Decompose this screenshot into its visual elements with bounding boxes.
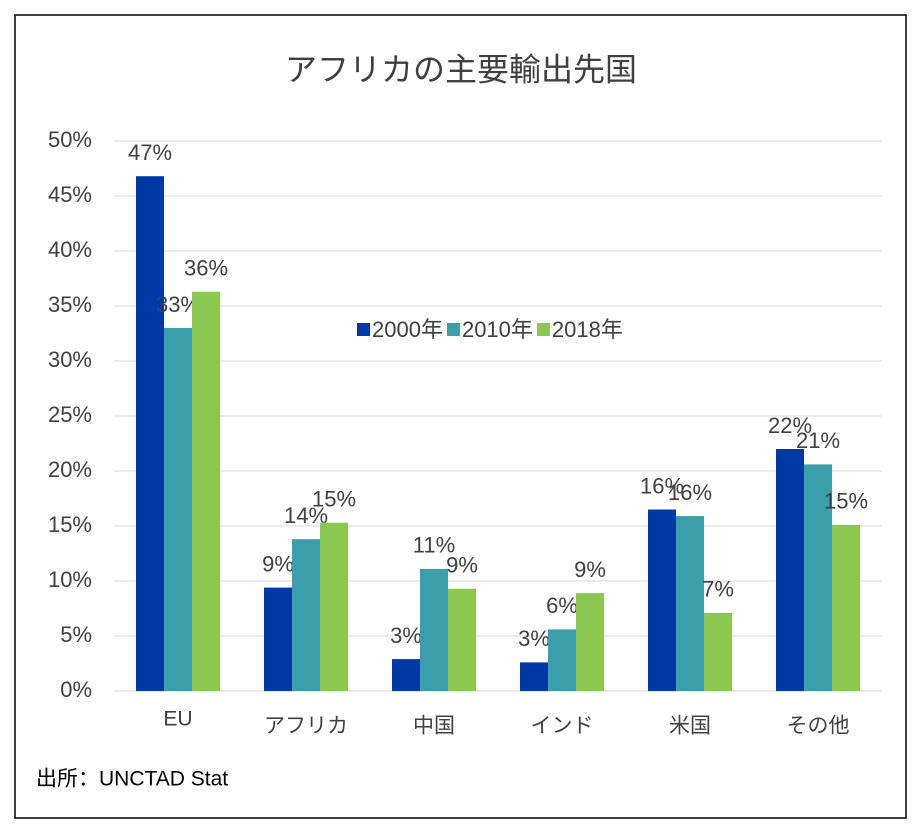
bar: [320, 522, 348, 691]
y-tick-label: 20%: [48, 457, 92, 482]
bar: [548, 629, 576, 691]
bar: [164, 328, 192, 691]
x-tick-label: EU: [163, 708, 192, 731]
legend-swatch: [446, 323, 460, 336]
y-tick-label: 40%: [48, 237, 92, 262]
data-label: 22%: [768, 413, 812, 438]
legend-label: 2010年: [462, 317, 533, 342]
data-label: 3%: [390, 623, 422, 648]
bar: [776, 449, 804, 691]
bar: [392, 659, 420, 691]
legend-swatch: [536, 323, 550, 336]
data-label: 9%: [262, 551, 294, 576]
bar: [448, 588, 476, 691]
data-label: 47%: [128, 140, 172, 165]
bar: [292, 539, 320, 691]
y-tick-label: 25%: [48, 402, 92, 427]
bar: [264, 587, 292, 691]
data-label: 9%: [574, 557, 606, 582]
y-tick-label: 0%: [60, 677, 92, 702]
x-tick-label: 中国: [413, 715, 455, 738]
y-tick-label: 50%: [48, 127, 92, 152]
bar: [576, 593, 604, 691]
bar: [520, 662, 548, 691]
bar: [804, 464, 832, 691]
data-label: 16%: [640, 473, 684, 498]
data-label: 3%: [518, 626, 550, 651]
bar: [136, 176, 164, 691]
data-label: 15%: [824, 489, 868, 514]
data-label: 6%: [546, 593, 578, 618]
y-tick-label: 35%: [48, 292, 92, 317]
bar: [420, 568, 448, 691]
x-tick-label: インド: [531, 715, 594, 738]
y-tick-label: 10%: [48, 567, 92, 592]
legend-label: 2000年: [372, 317, 443, 342]
data-label: 11%: [413, 533, 455, 558]
source-note: 出所：UNCTAD Stat: [36, 768, 228, 791]
x-tick-label: アフリカ: [264, 715, 348, 738]
x-tick-label: その他: [787, 715, 850, 738]
bar: [676, 516, 704, 691]
x-tick-label: 米国: [669, 715, 711, 738]
chart-title: アフリカの主要輸出先国: [285, 51, 637, 87]
y-tick-label: 45%: [48, 182, 92, 207]
data-label: 36%: [184, 256, 228, 281]
legend-label: 2018年: [552, 317, 623, 342]
bar: [192, 291, 220, 691]
data-label: 21%: [796, 428, 840, 453]
data-label: 7%: [702, 577, 734, 602]
y-tick-label: 15%: [48, 512, 92, 537]
bar: [704, 612, 732, 691]
data-label: 15%: [312, 487, 356, 512]
data-label: 9%: [446, 553, 478, 578]
bar: [832, 524, 860, 691]
y-tick-label: 30%: [48, 347, 92, 372]
legend-swatch: [357, 323, 370, 336]
bar: [648, 509, 676, 691]
data-label: 16%: [668, 480, 712, 505]
y-tick-label: 5%: [60, 622, 92, 647]
